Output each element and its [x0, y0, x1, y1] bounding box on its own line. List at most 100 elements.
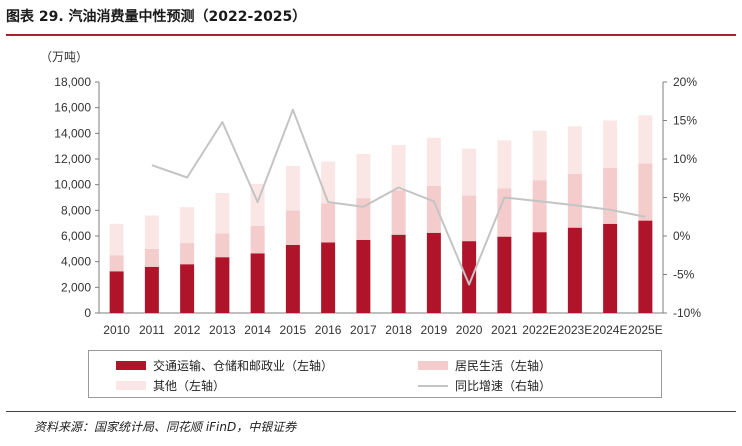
x-tick-label: 2016: [315, 323, 342, 337]
x-tick-label: 2017: [350, 323, 377, 337]
left-tick-label: 14,000: [54, 126, 91, 140]
legend-label-growth: 同比增速（右轴）: [455, 379, 552, 393]
legend-item-other: 其他（左轴）: [116, 377, 225, 394]
bar-residential: [109, 255, 124, 272]
legend-swatch-other: [116, 381, 146, 390]
left-axis-unit-label: （万吨）: [40, 50, 89, 64]
bar-other: [180, 207, 195, 244]
x-tick-label: 2015: [280, 323, 307, 337]
bar-residential: [356, 198, 371, 240]
x-tick-label: 2014: [244, 323, 271, 337]
bar-other: [603, 120, 618, 168]
bar-other: [144, 215, 159, 249]
growth-rate-line: [151, 108, 646, 286]
x-tick-label: 2012: [174, 323, 201, 337]
bar-transport: [567, 227, 582, 313]
bar-other: [391, 144, 406, 191]
bar-other: [321, 161, 336, 204]
left-tick-label: 12,000: [54, 152, 91, 166]
right-tick-label: -10%: [673, 306, 701, 320]
x-tick-label: 2022E: [522, 323, 557, 337]
right-tick-label: 10%: [673, 152, 697, 166]
legend-item-transport: 交通运输、仓储和邮政业（左轴）: [116, 357, 333, 374]
bar-residential: [321, 203, 336, 243]
legend: [88, 350, 662, 398]
bar-other: [109, 223, 124, 256]
bar-residential: [391, 190, 406, 235]
bar-other: [462, 148, 477, 196]
bar-transport: [250, 253, 265, 313]
bar-residential: [215, 233, 230, 258]
bar-other: [285, 166, 300, 211]
bar-transport: [109, 271, 124, 313]
bar-transport: [532, 232, 547, 313]
bar-residential: [250, 225, 265, 254]
bar-transport: [603, 223, 618, 313]
bar-residential: [426, 185, 441, 233]
bar-transport: [356, 239, 371, 313]
x-tick-label: 2020: [456, 323, 483, 337]
bar-residential: [497, 188, 512, 237]
x-tick-label: 2018: [385, 323, 412, 337]
left-tick-label: 18,000: [54, 75, 91, 89]
x-tick-label: 2023E: [558, 323, 593, 337]
bar-transport: [638, 220, 653, 313]
left-tick-label: 6,000: [61, 229, 91, 243]
bar-transport: [144, 266, 159, 313]
left-tick-label: 0: [84, 306, 91, 320]
x-tick-label: 2013: [209, 323, 236, 337]
x-tick-label: 2025E: [628, 323, 663, 337]
source-divider: [6, 411, 736, 412]
legend-label-residential: 居民生活（左轴）: [455, 359, 552, 373]
bar-transport: [497, 236, 512, 313]
bar-transport: [285, 244, 300, 313]
bar-residential: [567, 173, 582, 228]
bar-residential: [532, 180, 547, 233]
legend-swatch-residential: [418, 361, 448, 370]
bar-residential: [144, 248, 159, 267]
left-tick-label: 4,000: [61, 255, 91, 269]
x-tick-label: 2024E: [593, 323, 628, 337]
right-tick-label: 0%: [673, 229, 691, 243]
right-tick-label: 15%: [673, 114, 697, 128]
legend-swatch-transport: [116, 361, 146, 370]
bar-residential: [638, 163, 653, 221]
bar-residential: [180, 243, 195, 265]
bar-transport: [391, 234, 406, 313]
right-tick-label: 5%: [673, 191, 691, 205]
x-tick-label: 2010: [103, 323, 130, 337]
bar-transport: [215, 257, 230, 313]
bar-other: [215, 193, 230, 234]
chart-title: 图表 29. 汽油消费量中性预测（2022-2025）: [6, 9, 307, 25]
bar-other: [638, 115, 653, 164]
bar-transport: [180, 264, 195, 313]
bar-residential: [285, 210, 300, 245]
legend-label-transport: 交通运输、仓储和邮政业（左轴）: [153, 359, 334, 373]
left-tick-label: 2,000: [61, 280, 91, 294]
bar-transport: [426, 232, 441, 313]
left-tick-label: 16,000: [54, 101, 91, 115]
bar-other: [356, 153, 371, 199]
bar-other: [426, 137, 441, 186]
left-tick-label: 10,000: [54, 178, 91, 192]
x-tick-label: 2019: [421, 323, 448, 337]
bar-other: [532, 130, 547, 181]
right-tick-label: -5%: [673, 268, 695, 282]
bar-transport: [462, 241, 477, 313]
legend-item-growth: 同比增速（右轴）: [418, 377, 551, 394]
bar-transport: [321, 242, 336, 313]
left-tick-label: 8,000: [61, 203, 91, 217]
bar-residential: [603, 167, 618, 224]
bar-other: [497, 140, 512, 189]
legend-swatch-growth: [418, 384, 448, 387]
legend-label-other: 其他（左轴）: [153, 379, 226, 393]
x-tick-label: 2011: [139, 323, 165, 337]
source-note: 资料来源：国家统计局、同花顺 iFinD，中银证券: [34, 420, 297, 434]
legend-item-residential: 居民生活（左轴）: [418, 357, 551, 374]
bar-other: [567, 126, 582, 174]
title-underline: [6, 34, 736, 36]
x-tick-label: 2021: [491, 323, 518, 337]
bar-residential: [462, 195, 477, 242]
right-tick-label: 20%: [673, 75, 697, 89]
